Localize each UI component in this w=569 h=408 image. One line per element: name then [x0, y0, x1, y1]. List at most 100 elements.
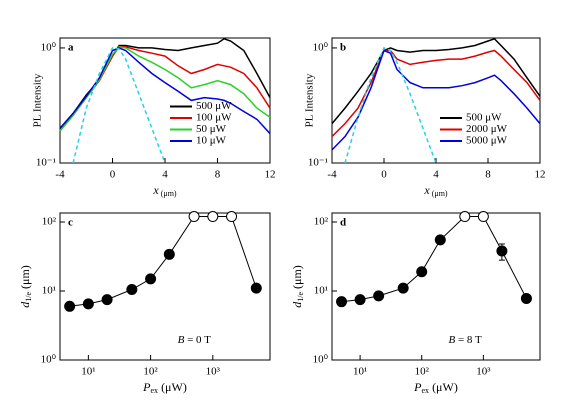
line-series: [72, 47, 166, 164]
x-tick-label: 10²: [415, 366, 430, 378]
data-point: [126, 284, 138, 296]
data-point: [101, 294, 113, 306]
annotation-part: B: [448, 334, 455, 346]
y-tick-label: 10¹: [42, 285, 56, 297]
x-axis-label-part: P: [142, 380, 151, 394]
x-axis-label-part: (μW): [158, 380, 187, 394]
legend-label: 500 μW: [466, 112, 502, 124]
data-point: [459, 211, 471, 223]
y-axis-label: PL Intensity: [32, 73, 44, 127]
x-tick-label: 10¹: [353, 366, 367, 378]
x-axis-label-part: x: [152, 183, 159, 197]
x-axis-label: Pex (μW): [413, 380, 458, 395]
y-axis-label-part: d: [290, 301, 304, 308]
data-point: [82, 298, 94, 310]
x-axis-label-part: (μW): [429, 380, 458, 394]
x-tick-label: 0: [381, 169, 387, 181]
x-tick-label: 4: [433, 169, 439, 181]
x-tick-label: 8: [485, 169, 491, 181]
x-axis-label-part: (μm): [430, 189, 448, 198]
panel-label: a: [68, 42, 74, 54]
data-point: [336, 296, 348, 308]
legend-label: 2000 μW: [466, 123, 508, 135]
y-tick-label: 10²: [314, 216, 329, 228]
annotation-part: = 0 T: [184, 334, 211, 346]
data-point: [250, 282, 262, 294]
data-point: [520, 292, 532, 304]
data-point: [477, 211, 489, 223]
data-point: [496, 245, 508, 257]
y-tick-label: 10⁰: [41, 354, 57, 366]
connecting-line: [341, 216, 527, 303]
y-axis-label: PL Intensity: [304, 73, 316, 127]
x-axis-label-part: ex: [151, 386, 159, 395]
legend-label: 100 μW: [196, 112, 232, 124]
connecting-line: [69, 216, 257, 307]
x-axis-label: x (μm): [152, 183, 177, 198]
line-series: [344, 46, 437, 164]
data-point: [354, 294, 366, 306]
annotation: B = 0 T: [178, 334, 211, 346]
annotation-part: B: [178, 334, 185, 346]
y-tick-label: 10⁰: [313, 354, 329, 366]
x-axis-label: x (μm): [423, 183, 448, 198]
line-series: [59, 46, 271, 132]
y-tick-label: 10⁰: [313, 41, 329, 53]
x-axis-label-part: x: [423, 183, 430, 197]
y-tick-label: 10⁰: [41, 41, 57, 53]
x-tick-label: 8: [215, 169, 221, 181]
y-axis-label: d1/e (μm): [290, 265, 305, 308]
data-point: [373, 290, 385, 302]
data-point: [163, 248, 175, 260]
y-axis-label-part: 1/e: [296, 292, 305, 302]
panel-label: d: [340, 217, 346, 229]
data-point: [64, 300, 76, 312]
legend-label: 50 μW: [196, 123, 227, 135]
annotation-part: = 8 T: [455, 334, 482, 346]
annotation: B = 8 T: [448, 334, 481, 346]
panel-label: b: [340, 42, 346, 54]
data-point: [188, 211, 200, 223]
line-series: [331, 49, 541, 138]
legend-label: 5000 μW: [466, 135, 508, 147]
x-tick-label: 4: [162, 169, 168, 181]
line-series: [59, 37, 271, 129]
data-point: [226, 211, 238, 223]
y-axis-label-part: 1/e: [24, 292, 33, 302]
y-axis-label-part: (μm): [290, 265, 304, 292]
y-axis-label-part: (μm): [18, 265, 32, 292]
y-axis-label-part: d: [18, 301, 32, 308]
x-tick-label: 0: [110, 169, 116, 181]
x-axis-label-part: ex: [422, 386, 430, 395]
data-point: [397, 282, 409, 294]
line-series: [59, 47, 271, 135]
data-point: [145, 273, 157, 285]
line-series: [331, 49, 541, 151]
plot-frame: [331, 212, 541, 361]
line-series: [331, 37, 541, 125]
data-point: [207, 211, 219, 223]
data-point: [434, 234, 446, 246]
x-tick-label: -4: [327, 169, 337, 181]
data-point: [416, 266, 428, 278]
panel-label: c: [68, 217, 73, 229]
x-tick-label: 10²: [143, 366, 158, 378]
y-tick-label: 10¹: [314, 285, 328, 297]
y-tick-label: 10⁻¹: [308, 157, 328, 169]
x-tick-label: 12: [265, 169, 276, 181]
legend-label: 500 μW: [196, 100, 232, 112]
x-tick-label: -4: [55, 169, 65, 181]
x-tick-label: 12: [535, 169, 546, 181]
x-tick-label: 10³: [476, 366, 491, 378]
y-tick-label: 10⁻¹: [36, 157, 56, 169]
y-axis-label: d1/e (μm): [18, 265, 33, 308]
x-axis-label: Pex (μW): [142, 380, 187, 395]
legend-label: 10 μW: [196, 135, 227, 147]
x-axis-label-part: P: [413, 380, 422, 394]
x-axis-label-part: (μm): [159, 189, 177, 198]
x-tick-label: 10³: [206, 366, 221, 378]
x-tick-label: 10¹: [81, 366, 95, 378]
y-tick-label: 10²: [42, 216, 57, 228]
plot-frame: [59, 212, 271, 361]
